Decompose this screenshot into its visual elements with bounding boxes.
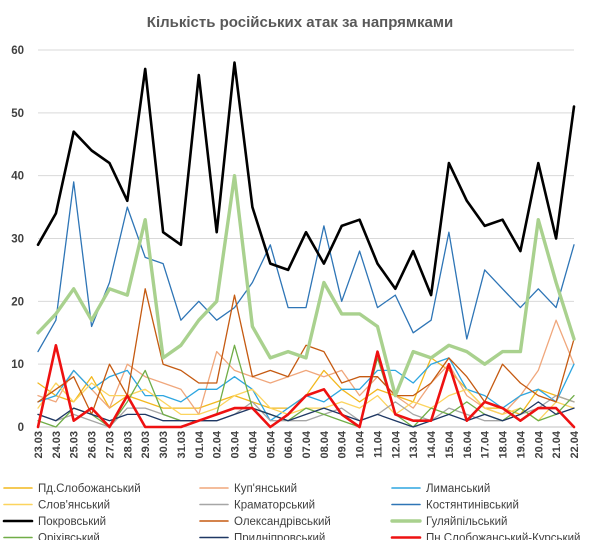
legend-label: Пн.Слобожанський-Курський	[426, 533, 580, 540]
legend-label: Покровський	[38, 516, 106, 528]
x-tick-label: 07.04	[301, 430, 313, 458]
legend: Пд.Слобожанський Куп'янський Лиманський Сло…	[2, 483, 580, 540]
legend-label: Слов'янський	[38, 500, 110, 512]
y-tick-label: 50	[11, 108, 24, 120]
x-tick-label: 19.04	[515, 430, 527, 458]
x-tick-label: 10.04	[355, 430, 367, 458]
legend-label: Придніпровський	[234, 533, 325, 540]
series-line-11	[37, 401, 575, 428]
legend-label: Пд.Слобожанський	[38, 483, 141, 495]
x-tick-label: 09.04	[337, 430, 349, 458]
x-tick-label: 30.03	[158, 431, 170, 459]
y-tick-label: 60	[11, 45, 24, 57]
x-tick-label: 29.03	[140, 431, 152, 459]
x-tick-label: 17.04	[480, 430, 492, 458]
x-axis: 23.03 24.03 25.03 26.03 27.03 28.03 29.03 30.03…	[33, 426, 581, 459]
x-tick-label: 31.03	[176, 431, 188, 459]
series-line-12	[36, 343, 576, 429]
x-tick-label: 01.04	[194, 430, 206, 458]
y-tick-label: 40	[11, 171, 24, 183]
x-tick-label: 21.04	[551, 430, 563, 458]
x-tick-label: 02.04	[212, 430, 224, 458]
legend-label: Гуляйпільський	[426, 516, 507, 528]
legend-label: Оріхівський	[38, 533, 100, 540]
series-line-5	[37, 394, 575, 428]
y-tick-label: 20	[11, 296, 24, 308]
x-tick-label: 28.03	[122, 431, 134, 459]
x-tick-label: 12.04	[390, 430, 402, 458]
y-tick-label: 10	[11, 359, 24, 371]
chart-title: Кількість російських атак за напрямками	[147, 14, 453, 31]
x-tick-label: 04.04	[247, 430, 259, 458]
x-tick-label: 22.04	[569, 430, 581, 458]
x-tick-label: 16.04	[462, 430, 474, 458]
legend-label: Краматорський	[234, 500, 315, 512]
legend-label: Костянтинівський	[426, 500, 519, 512]
legend-label: Олександрівський	[234, 516, 331, 528]
legend-label: Куп'янський	[234, 483, 297, 495]
y-tick-label: 30	[11, 234, 24, 246]
x-tick-label: 08.04	[319, 430, 331, 458]
series-line-2	[37, 319, 575, 416]
x-tick-label: 20.04	[533, 430, 545, 458]
series-group	[36, 61, 576, 429]
series-line-6	[37, 181, 575, 353]
x-tick-label: 26.03	[87, 431, 99, 459]
series-line-9	[36, 173, 576, 398]
x-tick-label: 03.04	[230, 430, 242, 458]
x-tick-label: 11.04	[372, 430, 384, 458]
x-tick-label: 23.03	[33, 431, 45, 459]
x-tick-label: 27.03	[104, 431, 116, 459]
x-tick-label: 06.04	[283, 430, 295, 458]
series-line-7	[36, 61, 576, 297]
legend-label: Лиманський	[426, 483, 490, 495]
x-tick-label: 14.04	[426, 430, 438, 458]
y-axis: 0 10 20 30 40 50 60	[11, 45, 24, 434]
x-tick-label: 24.03	[51, 431, 63, 459]
x-tick-label: 05.04	[265, 430, 277, 458]
x-tick-label: 18.04	[498, 430, 510, 458]
x-tick-label: 25.03	[69, 431, 81, 459]
x-tick-label: 15.04	[444, 430, 456, 458]
y-tick-label: 0	[18, 422, 24, 434]
x-tick-label: 13.04	[408, 430, 420, 458]
